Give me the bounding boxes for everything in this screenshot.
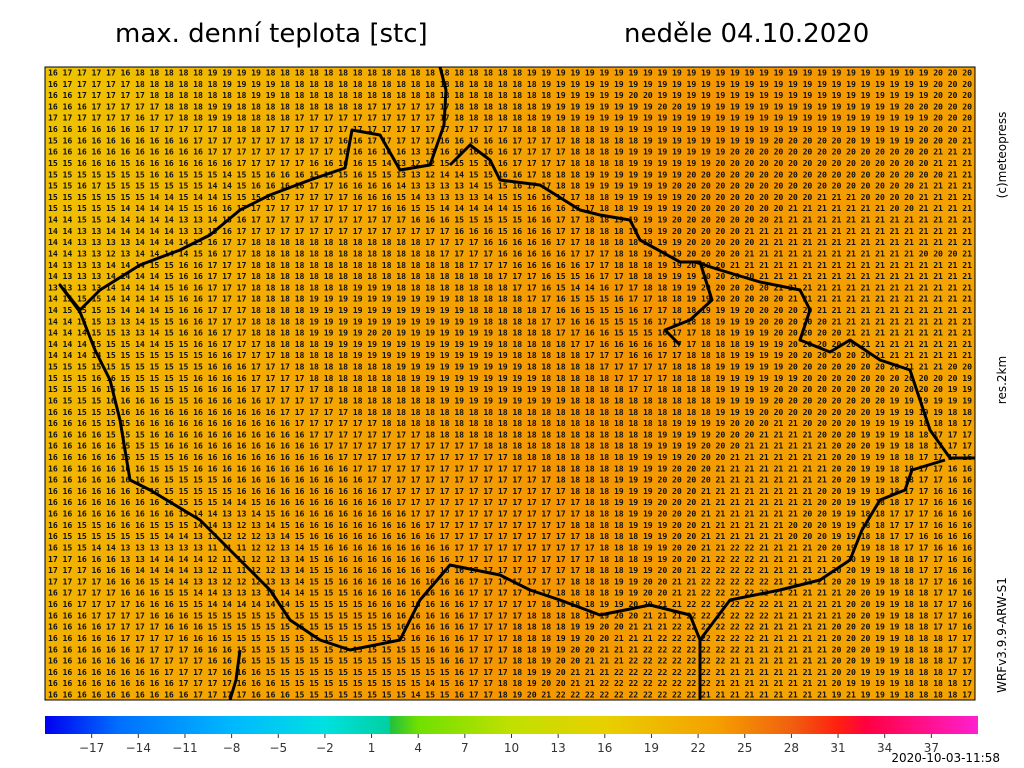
value-row: 15 15 15 15 15 15 15 14 14 15 14 14 15 1… [48, 192, 972, 202]
colorbar-label: 25 [737, 741, 752, 755]
value-row: 16 16 16 16 16 16 16 16 16 15 15 15 14 1… [48, 497, 972, 507]
value-row: 13 13 13 13 14 14 14 14 15 16 16 17 17 1… [48, 282, 972, 292]
colorbar-label: −17 [79, 741, 104, 755]
border-line [228, 649, 242, 701]
value-row: 16 16 15 15 15 16 16 16 16 16 16 16 16 1… [48, 407, 972, 417]
map-frame [44, 66, 976, 701]
borders [58, 66, 975, 701]
colorbar-label: 22 [690, 741, 705, 755]
colorbar [45, 716, 978, 734]
colorbar-label: 10 [504, 741, 519, 755]
value-row: 16 16 16 16 16 16 16 16 16 16 16 17 17 1… [48, 147, 972, 157]
colorbar-label: 19 [644, 741, 659, 755]
border-line [694, 260, 975, 460]
value-row: 14 14 14 15 15 15 14 14 15 15 16 16 17 1… [48, 339, 972, 349]
value-row: 16 16 16 16 16 16 16 16 15 15 15 15 16 1… [48, 475, 972, 485]
value-row: 15 15 16 17 15 15 15 15 15 15 15 14 14 1… [48, 181, 972, 191]
value-row: 14 14 13 13 12 13 14 14 14 14 15 16 17 1… [48, 248, 972, 258]
value-row: 16 16 16 16 16 16 16 16 16 16 17 17 17 1… [48, 690, 972, 700]
value-row: 16 16 16 15 15 15 16 16 16 16 16 16 16 1… [48, 418, 972, 428]
value-grid: 16 17 17 17 17 16 18 18 18 18 18 19 19 1… [48, 68, 972, 700]
value-row: 16 16 16 16 16 16 16 16 16 17 17 17 17 1… [48, 678, 972, 688]
value-row: 14 15 15 15 15 14 14 14 15 16 16 17 17 1… [48, 305, 972, 315]
value-row: 16 16 16 16 16 16 16 15 15 15 16 16 16 1… [48, 463, 972, 473]
value-row: 16 17 17 17 17 16 16 16 15 15 14 14 13 1… [48, 588, 972, 598]
colorbar-label: 1 [368, 741, 376, 755]
border-line [448, 143, 714, 347]
colorbar-label: −5 [269, 741, 287, 755]
copyright: (c)meteopress [995, 112, 1009, 199]
value-row: 17 17 17 17 17 17 16 17 17 18 18 19 19 1… [48, 113, 972, 123]
map-title: max. denní teplota [stc] [115, 19, 428, 49]
value-row: 16 16 16 16 16 16 16 17 17 17 17 16 16 1… [48, 656, 972, 666]
value-row: 14 14 13 13 13 13 14 14 14 14 15 16 17 1… [48, 237, 972, 247]
border-line [58, 66, 702, 700]
value-row: 15 15 15 16 16 15 15 15 15 15 16 16 16 1… [48, 373, 972, 383]
value-row: 15 15 16 16 16 15 16 16 16 16 16 16 16 1… [48, 158, 972, 168]
map-date: neděle 04.10.2020 [624, 19, 869, 49]
value-row: 16 17 17 17 17 16 18 18 18 18 18 19 19 1… [48, 68, 972, 78]
value-row: 16 15 15 15 16 16 16 16 15 15 16 16 16 1… [48, 395, 972, 405]
colorbar-label: 34 [877, 741, 892, 755]
value-row: 14 14 15 15 13 13 14 15 15 16 16 17 17 1… [48, 316, 972, 326]
colorbar-label: 37 [924, 741, 939, 755]
colorbar-label: 13 [551, 741, 566, 755]
value-row: 16 16 17 17 17 17 17 18 18 18 18 18 18 1… [48, 90, 972, 100]
value-row: 16 16 16 16 17 17 17 17 16 16 16 15 15 1… [48, 622, 972, 632]
value-row: 14 14 13 13 14 14 14 14 14 13 13 15 16 1… [48, 226, 972, 236]
value-row: 16 16 15 15 16 16 16 15 15 15 14 14 13 1… [48, 520, 972, 530]
value-row: 16 16 16 16 16 16 16 16 15 15 15 15 15 1… [48, 486, 972, 496]
value-row: 15 15 15 16 16 16 15 15 15 15 16 16 16 1… [48, 384, 972, 394]
value-row: 14 13 13 13 14 14 14 15 15 16 16 17 17 1… [48, 260, 972, 270]
colorbar-label: 28 [784, 741, 799, 755]
value-row: 15 15 15 15 15 15 15 16 16 15 15 15 14 1… [48, 169, 972, 179]
colorbar-ticks: −17 −14 −11 −8 −5 −2 1 4 7 10 13 16 19 22 25 28 31 34 37 [79, 734, 939, 755]
value-row: 17 17 17 16 16 16 14 14 14 14 13 12 11 1… [48, 565, 972, 575]
value-row: 14 13 13 13 14 14 14 14 15 16 16 17 17 1… [48, 271, 972, 281]
colorbar-label: 16 [597, 741, 612, 755]
colorbar-label: −14 [126, 741, 151, 755]
value-row: 16 16 16 17 17 17 17 17 18 18 18 19 19 1… [48, 101, 972, 111]
value-row: 16 16 16 16 16 16 17 17 17 17 16 16 16 1… [48, 644, 972, 654]
timestamp: 2020-10-03-11:58 [891, 751, 1000, 765]
value-row: 16 16 16 16 16 16 16 17 17 17 17 17 18 1… [48, 124, 972, 134]
value-row: 16 17 17 17 17 17 18 18 18 18 18 18 19 1… [48, 79, 972, 89]
model: WRFv3.9.9-ARW-S1 [995, 577, 1009, 693]
map-background [45, 67, 975, 700]
value-row: 14 15 15 15 14 14 14 14 15 16 16 17 17 1… [48, 294, 972, 304]
value-row: 16 15 15 15 15 15 15 15 14 14 13 13 12 1… [48, 531, 972, 541]
value-row: 17 17 16 16 16 13 13 14 14 14 14 12 11 1… [48, 554, 972, 564]
value-row: 15 15 15 15 15 14 14 14 14 15 15 16 16 1… [48, 203, 972, 213]
value-row: 16 16 17 17 17 17 16 16 16 15 15 14 14 1… [48, 599, 972, 609]
value-row: 14 14 15 15 14 14 14 14 14 13 13 14 15 1… [48, 215, 972, 225]
value-row: 16 16 16 16 16 16 16 16 16 15 14 14 13 1… [48, 509, 972, 519]
value-row: 15 16 16 16 16 16 16 16 16 16 17 17 17 1… [48, 135, 972, 145]
colorbar-label: −8 [223, 741, 241, 755]
value-row: 16 16 16 16 16 16 15 15 15 16 16 16 16 1… [48, 452, 972, 462]
resolution: res.2km [995, 356, 1009, 404]
value-row: 16 16 16 17 17 17 17 16 16 16 15 15 15 1… [48, 610, 972, 620]
colorbar-label: 4 [414, 741, 422, 755]
colorbar-label: 31 [830, 741, 845, 755]
value-row: 16 16 16 16 16 17 17 17 17 16 16 16 15 1… [48, 633, 972, 643]
value-row: 14 14 14 15 15 13 13 14 15 16 16 16 17 1… [48, 328, 972, 338]
border-line [698, 458, 946, 641]
value-row: 16 16 16 16 16 15 15 15 16 16 16 16 16 1… [48, 441, 972, 451]
value-row: 16 16 16 16 16 16 16 16 17 17 17 17 16 1… [48, 667, 972, 677]
value-row: 16 15 15 14 14 13 13 13 13 13 13 11 11 1… [48, 542, 972, 552]
colorbar-label: −11 [172, 741, 197, 755]
value-row: 15 15 15 15 15 15 15 15 15 15 15 16 16 1… [48, 362, 972, 372]
colorbar-label: 7 [461, 741, 469, 755]
value-row: 14 14 14 14 15 15 15 15 15 15 15 16 16 1… [48, 350, 972, 360]
colorbar-label: −2 [316, 741, 334, 755]
value-row: 16 16 16 16 15 15 15 16 16 16 16 16 16 1… [48, 429, 972, 439]
